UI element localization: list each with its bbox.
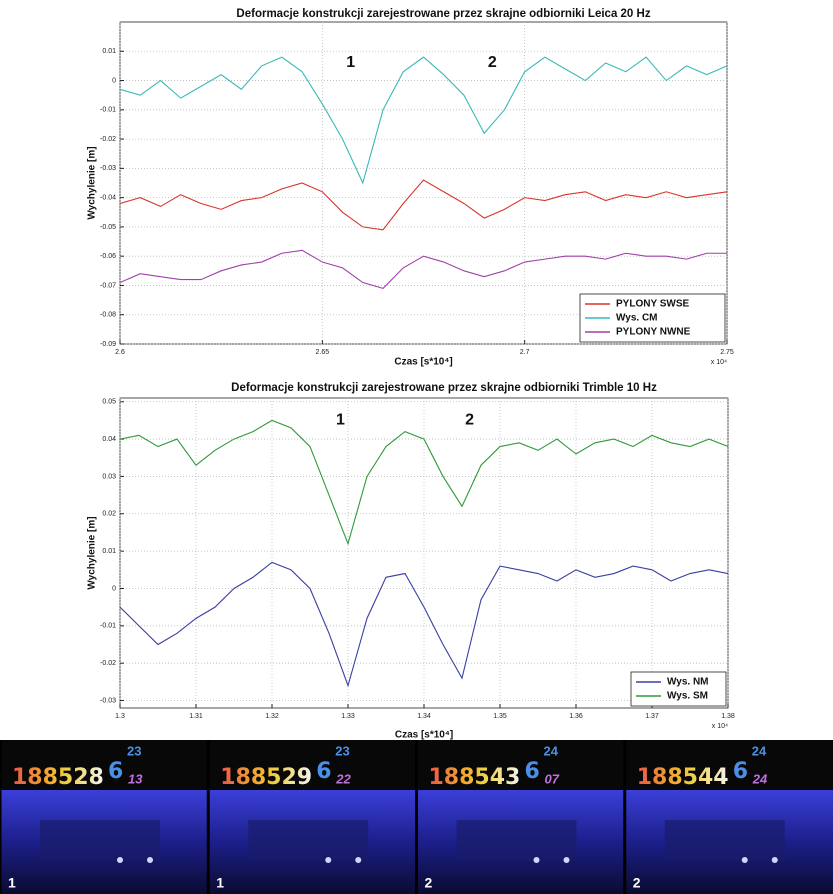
x-tick-label: 1.36	[569, 713, 583, 720]
frame-counter: 188528	[12, 765, 104, 790]
y-tick-label: -0.01	[100, 623, 116, 630]
x-tick-label: 1.31	[189, 713, 203, 720]
y-axis-label: Wychylenie [m]	[87, 146, 98, 219]
headlight	[534, 857, 540, 863]
annotation: 1	[336, 412, 345, 429]
frame-second: 13	[128, 771, 143, 786]
legend-label: Wys. CM	[616, 313, 658, 324]
frame-counter: 188543	[429, 765, 521, 790]
y-tick-label: -0.03	[100, 165, 116, 172]
x-multiplier: x 10⁴	[711, 359, 727, 366]
headlight	[742, 857, 748, 863]
x-tick-label: 1.37	[645, 713, 659, 720]
y-tick-label: -0.09	[100, 341, 116, 348]
frame-second: 07	[545, 771, 560, 786]
legend-label: Wys. NM	[667, 677, 709, 688]
x-tick-label: 2.6	[115, 349, 125, 356]
truck-shape	[248, 820, 368, 860]
truck-shape	[665, 820, 785, 860]
y-tick-label: 0.01	[102, 548, 116, 555]
y-tick-label: -0.07	[100, 282, 116, 289]
frame-label: 2	[633, 875, 641, 891]
headlight	[117, 857, 123, 863]
truck-shape	[40, 820, 160, 860]
y-tick-label: -0.08	[100, 312, 116, 319]
y-tick-label: -0.06	[100, 253, 116, 260]
x-tick-label: 2.65	[316, 349, 330, 356]
frame-hour: 6	[316, 759, 331, 784]
headlight	[147, 857, 153, 863]
y-tick-label: 0.01	[102, 48, 116, 55]
x-tick-label: 2.7	[520, 349, 530, 356]
x-tick-label: 2.75	[720, 349, 734, 356]
y-tick-label: 0	[112, 585, 116, 592]
annotation: 1	[346, 54, 355, 71]
headlight	[355, 857, 361, 863]
chart: Deformacje konstrukcji zarejestrowane pr…	[87, 382, 735, 741]
frame-hour: 6	[525, 759, 540, 784]
frame-minute: 24	[752, 743, 767, 758]
y-tick-label: 0.04	[102, 436, 116, 443]
y-tick-label: 0.05	[102, 399, 116, 406]
annotation: 2	[465, 412, 474, 429]
y-tick-label: 0.02	[102, 511, 116, 518]
y-tick-label: -0.02	[100, 660, 116, 667]
x-tick-label: 1.33	[341, 713, 355, 720]
chart: Deformacje konstrukcji zarejestrowane pr…	[87, 8, 734, 368]
frame-counter: 188544	[637, 765, 729, 790]
y-tick-label: -0.01	[100, 107, 116, 114]
truck-shape	[457, 820, 577, 860]
x-tick-label: 1.38	[721, 713, 735, 720]
x-tick-label: 1.32	[265, 713, 279, 720]
frame-label: 1	[8, 875, 16, 891]
y-tick-label: -0.02	[100, 136, 116, 143]
frame-minute: 23	[335, 743, 349, 758]
frame-hour: 6	[733, 759, 748, 784]
frame-second: 24	[752, 771, 768, 786]
y-tick-label: -0.04	[100, 194, 116, 201]
frame-second: 22	[335, 771, 351, 786]
x-tick-label: 1.3	[115, 713, 125, 720]
x-axis-label: Czas [s*10⁴]	[394, 357, 452, 368]
y-tick-label: 0.03	[102, 473, 116, 480]
page: Deformacje konstrukcji zarejestrowane pr…	[0, 0, 833, 894]
headlight	[772, 857, 778, 863]
x-axis-label: Czas [s*10⁴]	[395, 730, 453, 741]
y-tick-label: 0	[112, 77, 116, 84]
frame-label: 2	[425, 875, 433, 891]
x-tick-label: 1.34	[417, 713, 431, 720]
y-tick-label: -0.03	[100, 697, 116, 704]
frame-hour: 6	[108, 759, 123, 784]
headlight	[325, 857, 331, 863]
y-axis-label: Wychylenie [m]	[87, 516, 98, 589]
frame-minute: 23	[127, 743, 141, 758]
chart-title: Deformacje konstrukcji zarejestrowane pr…	[231, 382, 657, 394]
legend-label: Wys. SM	[667, 691, 708, 702]
x-tick-label: 1.35	[493, 713, 507, 720]
legend-label: PYLONY NWNE	[616, 327, 691, 338]
headlight	[564, 857, 570, 863]
chart-title: Deformacje konstrukcji zarejestrowane pr…	[236, 8, 650, 20]
annotation: 2	[488, 54, 497, 71]
legend-label: PYLONY SWSE	[616, 299, 689, 310]
x-multiplier: x 10⁴	[712, 723, 728, 730]
y-tick-label: -0.05	[100, 224, 116, 231]
frame-minute: 24	[544, 743, 559, 758]
frame-counter: 188529	[220, 765, 312, 790]
frame-label: 1	[216, 875, 224, 891]
